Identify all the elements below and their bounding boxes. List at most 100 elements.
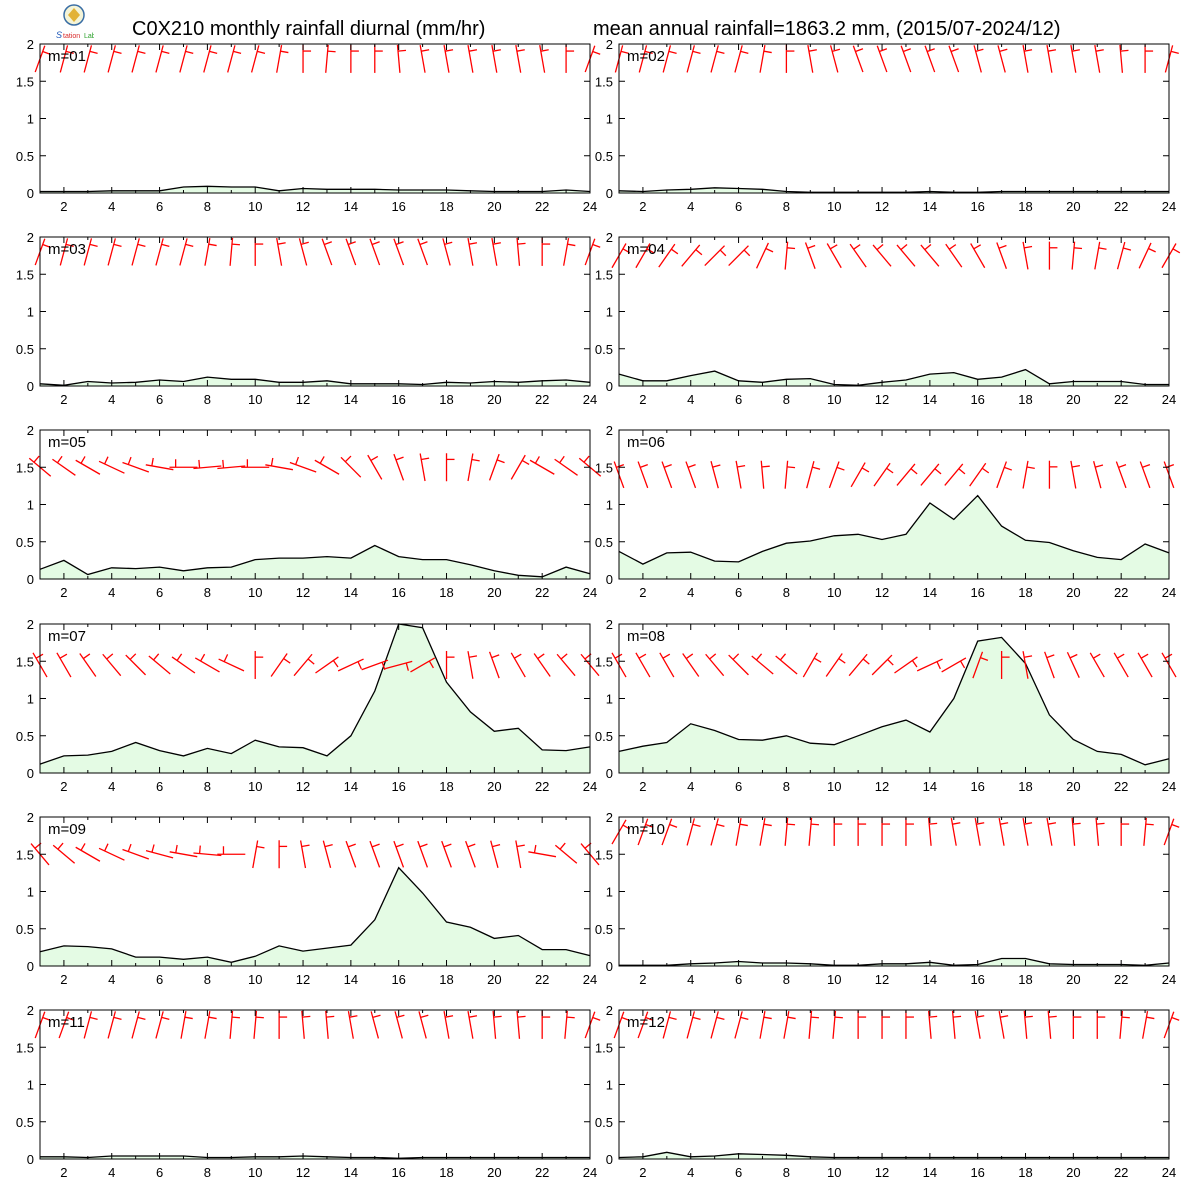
wind-barb <box>541 237 551 266</box>
panel-m-02: 00.511.522 4 6 8 10 12 14 16 18 20 22 24m=02 <box>595 37 1179 214</box>
wind-barb <box>928 1010 938 1039</box>
wind-barb <box>896 463 918 486</box>
svg-text:Lab: Lab <box>84 33 94 40</box>
x-tick-label: 18 <box>439 585 453 600</box>
wind-barb <box>1047 1010 1057 1039</box>
wind-barb <box>58 1011 75 1039</box>
wind-barb <box>217 459 246 470</box>
wind-barb <box>75 843 101 862</box>
wind-barb <box>658 243 679 268</box>
wind-barb <box>804 242 816 270</box>
wind-barb <box>728 653 749 676</box>
x-tick-label: 12 <box>296 972 310 987</box>
x-tick-label: 2 <box>60 199 67 214</box>
x-tick-label: 14 <box>344 972 358 987</box>
x-tick-label: 14 <box>923 972 937 987</box>
wind-barb <box>941 657 967 673</box>
y-tick-label: 0.5 <box>595 729 613 744</box>
wind-barb <box>638 45 653 73</box>
wind-barb <box>1116 241 1132 270</box>
wind-barb <box>785 44 795 73</box>
x-tick-label: 14 <box>344 585 358 600</box>
wind-barb <box>302 44 312 73</box>
wind-barb <box>1138 242 1156 269</box>
wind-barb <box>969 462 990 487</box>
y-tick-label: 1 <box>27 112 34 127</box>
wind-barb <box>637 461 649 489</box>
wind-barb <box>492 1010 502 1039</box>
wind-barb <box>928 817 938 846</box>
x-tick-label: 4 <box>687 972 694 987</box>
x-tick-label: 6 <box>735 779 742 794</box>
wind-barb <box>445 650 455 679</box>
wind-barb <box>950 817 961 846</box>
wind-barb <box>1120 817 1130 846</box>
wind-barb <box>1048 460 1058 489</box>
wind-barb <box>920 243 940 267</box>
wind-barb <box>276 44 289 73</box>
wind-barb <box>685 461 697 489</box>
wind-barb <box>218 654 245 672</box>
month-label: m=07 <box>48 628 86 645</box>
wind-barb <box>564 1010 575 1039</box>
wind-barb <box>1000 650 1010 679</box>
y-tick-label: 1 <box>27 305 34 320</box>
wind-barb <box>783 1010 796 1039</box>
x-tick-label: 22 <box>535 779 549 794</box>
wind-barb <box>529 456 555 475</box>
wind-barb <box>467 237 478 266</box>
x-tick-label: 12 <box>296 199 310 214</box>
wind-barb <box>107 238 122 266</box>
wind-barb <box>637 1011 654 1039</box>
x-tick-label: 14 <box>344 779 358 794</box>
wind-barb <box>806 461 821 489</box>
wind-barb <box>734 1011 749 1039</box>
y-tick-label: 2 <box>606 230 613 245</box>
x-tick-label: 4 <box>108 972 115 987</box>
wind-barb <box>314 456 340 475</box>
x-tick-label: 16 <box>970 972 984 987</box>
wind-barb <box>872 243 892 267</box>
wind-barb <box>83 238 98 266</box>
plot-frame <box>618 236 1170 387</box>
wind-barb <box>516 1010 526 1039</box>
x-tick-label: 8 <box>204 585 211 600</box>
wind-barb <box>385 660 413 671</box>
wind-barb <box>808 817 820 846</box>
wind-barb <box>345 840 357 868</box>
wind-barb <box>881 817 891 846</box>
x-tick-label: 18 <box>1018 199 1032 214</box>
wind-barb <box>488 453 505 481</box>
month-label: m=04 <box>627 241 665 258</box>
wind-barb <box>350 44 359 73</box>
wind-barb <box>345 238 357 266</box>
wind-barb <box>1143 817 1154 846</box>
y-tick-label: 0.5 <box>16 729 34 744</box>
x-tick-label: 20 <box>487 199 501 214</box>
y-tick-label: 0.5 <box>595 149 613 164</box>
wind-barb <box>1070 460 1080 489</box>
wind-barb <box>876 45 888 73</box>
x-tick-label: 20 <box>487 1165 501 1180</box>
wind-barb <box>340 455 362 478</box>
x-tick-label: 10 <box>827 392 841 407</box>
wind-barb <box>808 1010 820 1039</box>
y-tick-label: 0.5 <box>16 342 34 357</box>
wind-barb <box>59 238 74 266</box>
wind-barb <box>710 45 725 73</box>
x-tick-label: 12 <box>875 199 889 214</box>
wind-barb <box>325 1010 335 1039</box>
wind-barb <box>410 657 436 673</box>
wind-barb <box>59 45 74 73</box>
wind-barb <box>278 840 288 869</box>
x-tick-label: 4 <box>108 585 115 600</box>
x-tick-label: 12 <box>875 779 889 794</box>
x-tick-label: 4 <box>687 1165 694 1180</box>
y-tick-label: 0 <box>606 572 613 587</box>
wind-barb <box>848 653 870 677</box>
wind-barb <box>681 244 703 267</box>
y-tick-label: 1.5 <box>16 847 34 862</box>
x-tick-label: 24 <box>1162 972 1176 987</box>
wind-barb <box>881 1010 891 1039</box>
x-tick-label: 18 <box>439 199 453 214</box>
